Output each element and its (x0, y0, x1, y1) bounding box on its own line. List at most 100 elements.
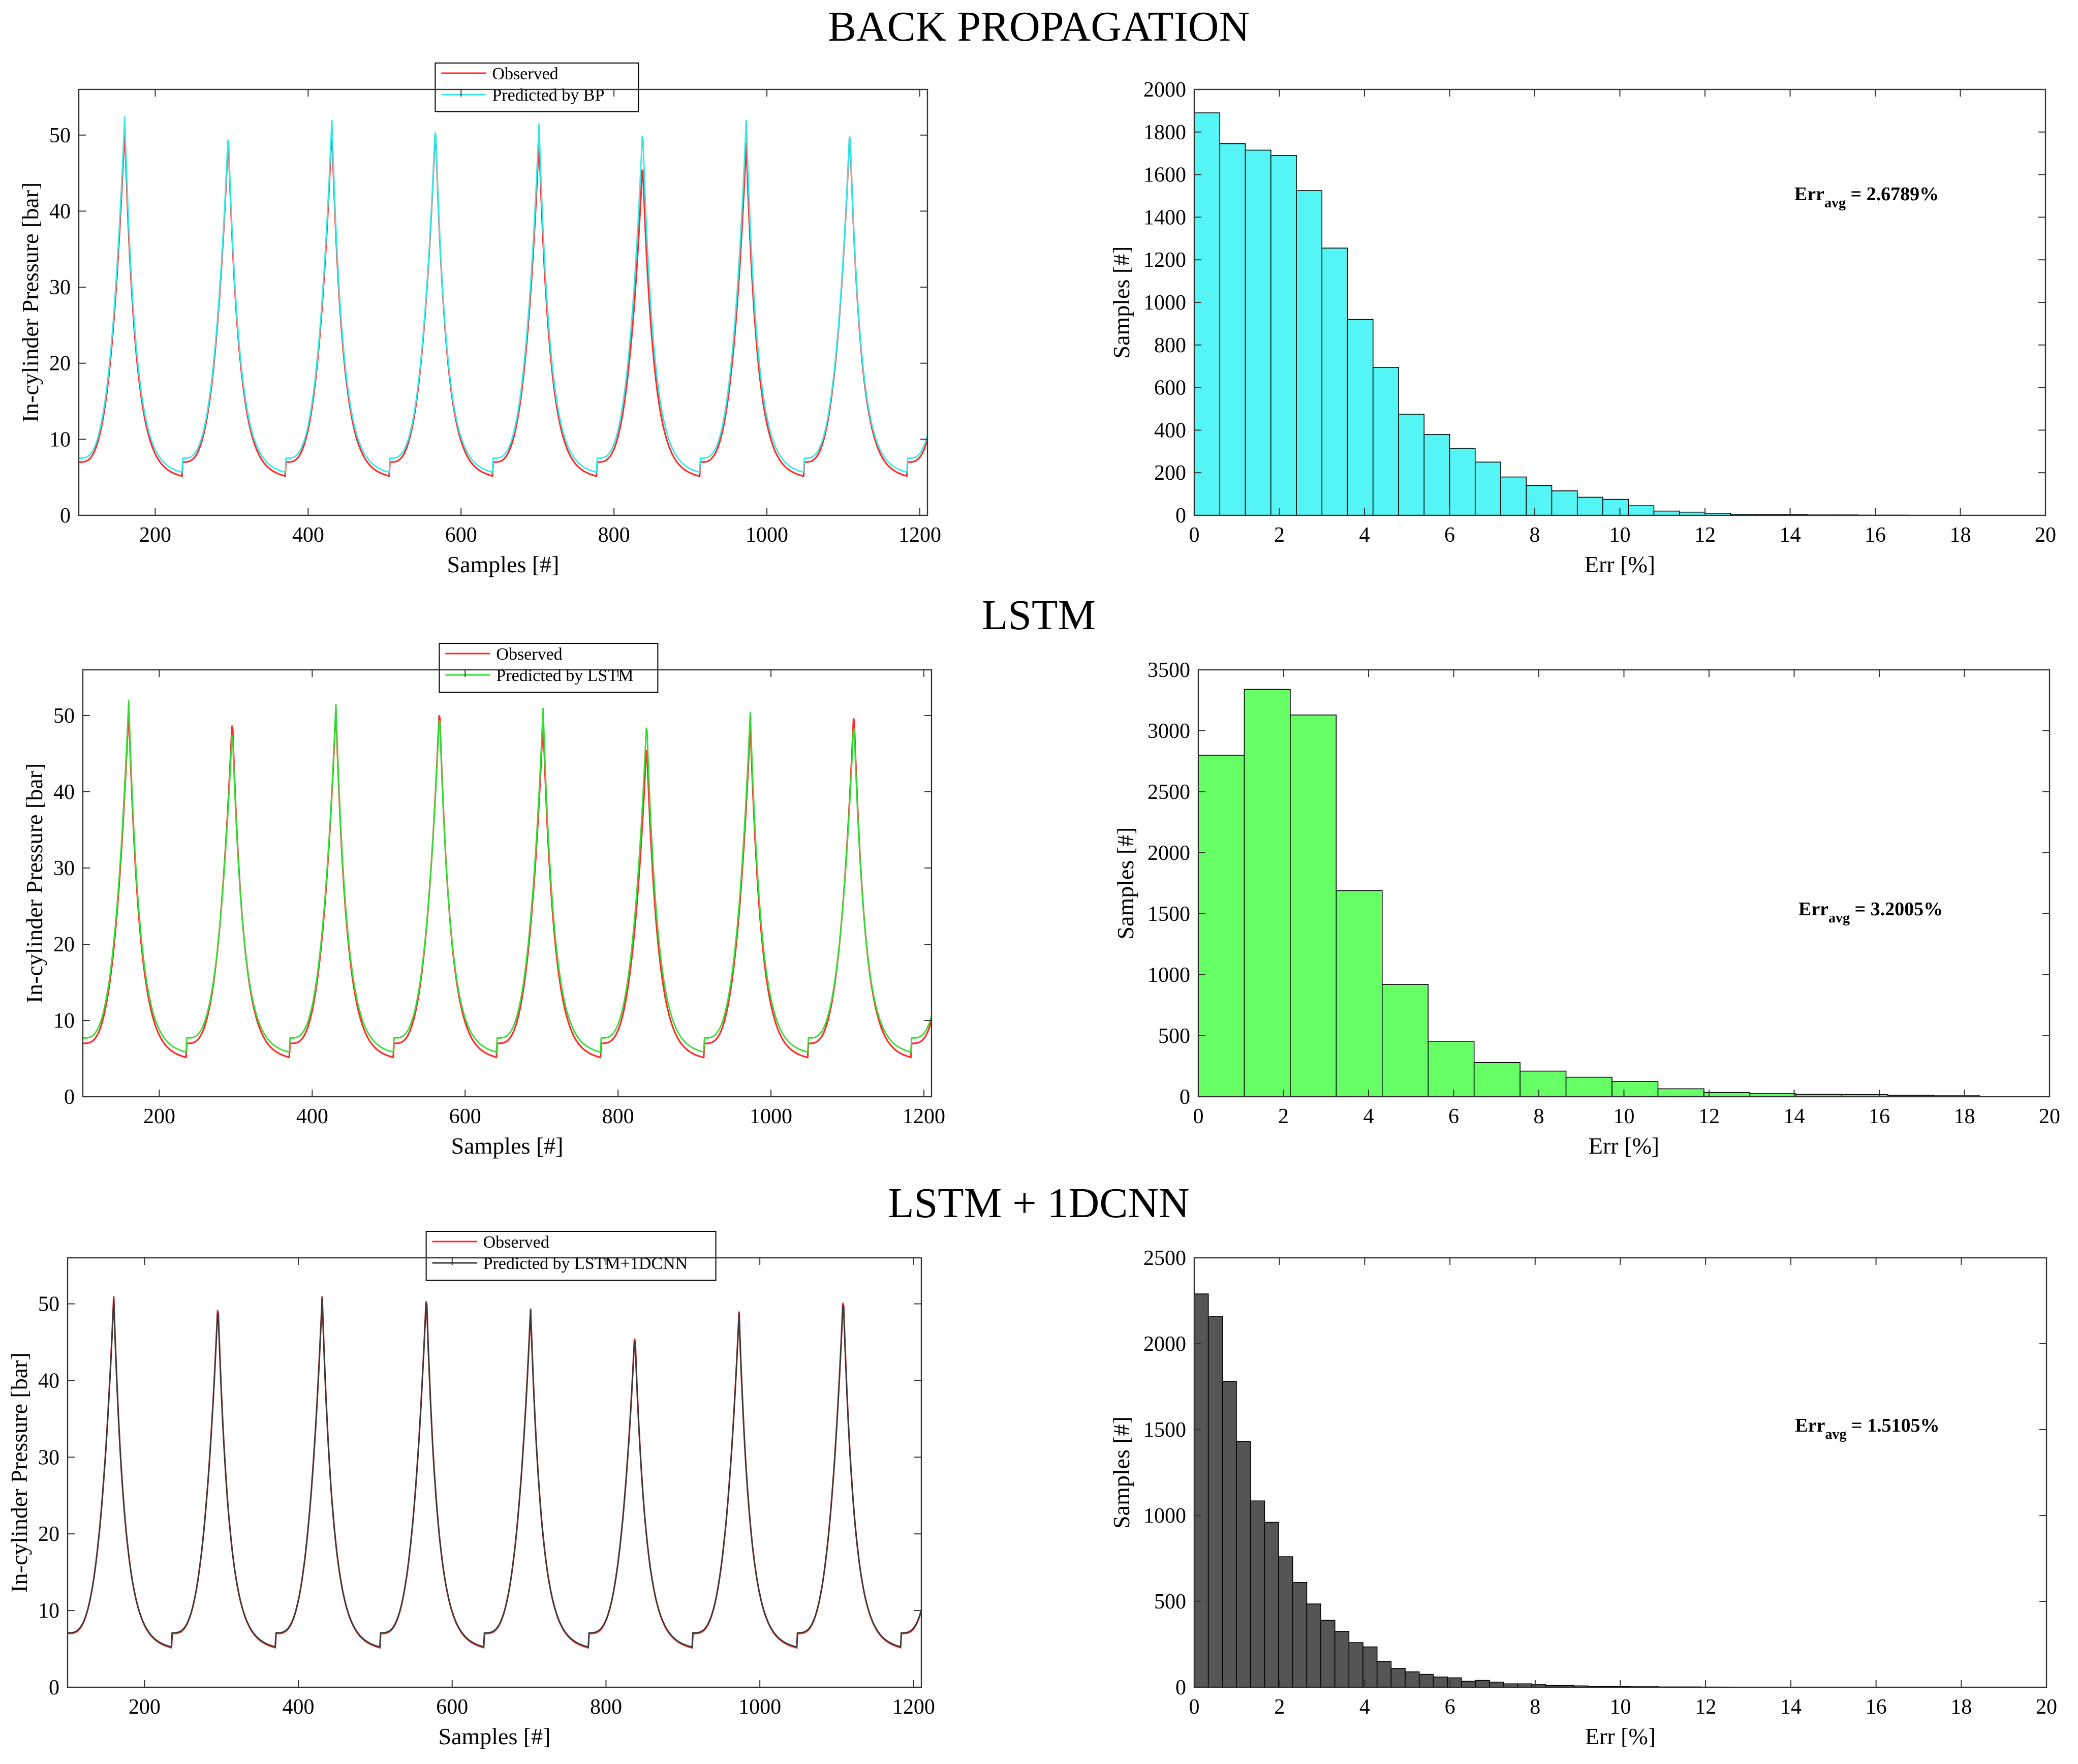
y-tick-label: 1800 (1143, 121, 1186, 144)
x-tick-label: 20 (2036, 1695, 2057, 1719)
x-tick-label: 4 (1363, 1105, 1374, 1128)
y-tick-label: 1500 (1147, 903, 1190, 926)
y-axis-label: Samples [#] (1108, 1416, 1134, 1529)
legend-label: Predicted by LSTM (496, 666, 633, 685)
histogram-bar (1222, 1381, 1237, 1688)
legend: Observed Predicted by LSTM (439, 643, 659, 693)
histogram-bar (1461, 1681, 1476, 1688)
y-tick-label: 40 (49, 200, 71, 223)
histogram-bar (1278, 1556, 1293, 1688)
histogram-bar (1264, 1522, 1279, 1688)
x-axis-label: Err [%] (1585, 1723, 1656, 1749)
legend-label: Observed (496, 645, 562, 664)
y-tick-label: 0 (1175, 1676, 1186, 1699)
y-tick-label: 500 (1158, 1025, 1190, 1048)
x-axis-label: Err [%] (1585, 551, 1655, 577)
histogram-bar (1334, 1631, 1350, 1688)
x-tick-label: 10 (1610, 1695, 1631, 1719)
y-tick-label: 30 (49, 276, 71, 299)
x-tick-label: 4 (1359, 1695, 1370, 1719)
y-tick-label: 2000 (1143, 78, 1186, 102)
y-tick-label: 1400 (1143, 206, 1186, 229)
x-tick-label: 10 (1614, 1105, 1635, 1128)
x-tick-label: 8 (1530, 1695, 1540, 1719)
x-tick-label: 18 (1950, 523, 1971, 547)
histogram-bar (1372, 366, 1399, 516)
y-tick-label: 0 (1175, 504, 1186, 528)
x-tick-label: 16 (1869, 1105, 1890, 1128)
histogram-bar (1473, 1062, 1521, 1097)
histogram-bar (1382, 984, 1429, 1097)
y-tick-label: 50 (38, 1293, 59, 1316)
x-tick-label: 600 (445, 523, 477, 547)
histogram-bar (1475, 1680, 1490, 1688)
histogram-bar (1418, 1674, 1434, 1688)
y-axis-label: In-cylinder Pressure [bar] (21, 763, 47, 1004)
x-tick-label: 6 (1448, 1105, 1459, 1128)
x-tick-label: 18 (1950, 1695, 1972, 1719)
series-line-predicted (79, 116, 928, 474)
x-tick-label: 1200 (898, 523, 941, 547)
x-tick-label: 14 (1780, 523, 1801, 547)
histogram-bar (1207, 1316, 1223, 1688)
x-tick-label: 0 (1193, 1105, 1204, 1128)
histogram-bar (1270, 155, 1297, 516)
y-tick-label: 1000 (1143, 1504, 1186, 1528)
legend: Observed Predicted by LSTM+1DCNN (425, 1231, 717, 1281)
x-tick-label: 600 (436, 1695, 468, 1719)
y-tick-label: 20 (49, 352, 71, 376)
histogram-bar (1602, 499, 1629, 516)
y-tick-label: 1600 (1143, 164, 1186, 187)
x-tick-label: 2 (1278, 1105, 1289, 1128)
x-tick-label: 18 (1954, 1105, 1975, 1128)
y-axis-label: Samples [#] (1108, 246, 1134, 358)
chart-5: Erravg = 1.5105% 0 2 4 6 8 10 12 14 16 18 20 0 500 100… (1108, 1247, 2057, 1749)
histogram-bar (1376, 1661, 1392, 1688)
x-tick-label: 400 (283, 1695, 315, 1719)
y-tick-label: 3500 (1147, 659, 1190, 682)
histogram-bar (1348, 1642, 1363, 1688)
x-tick-label: 200 (143, 1105, 175, 1128)
x-axis-label: Samples [#] (451, 1133, 563, 1159)
x-tick-label: 12 (1695, 1695, 1716, 1719)
x-tick-label: 1200 (903, 1105, 945, 1128)
x-tick-label: 6 (1444, 523, 1455, 547)
y-tick-label: 1000 (1147, 964, 1190, 987)
y-tick-label: 3000 (1147, 720, 1190, 743)
y-tick-label: 1200 (1143, 249, 1186, 272)
histogram-bar (1474, 461, 1501, 516)
histogram-bar (1551, 490, 1578, 516)
section-title-lstm: LSTM (982, 592, 1096, 639)
x-tick-label: 800 (598, 523, 630, 547)
y-tick-label: 30 (38, 1446, 59, 1469)
histogram-bar (1321, 247, 1348, 516)
x-tick-label: 2 (1274, 1695, 1285, 1719)
x-tick-label: 16 (1866, 1695, 1887, 1719)
y-tick-label: 400 (1154, 419, 1186, 442)
y-tick-label: 2500 (1143, 1247, 1186, 1270)
y-tick-label: 40 (38, 1369, 59, 1392)
histogram-bar (1244, 689, 1291, 1097)
section-title-lstm-cnn: LSTM + 1DCNN (888, 1180, 1189, 1227)
histogram-bar (1198, 755, 1245, 1097)
legend-box (425, 1231, 717, 1281)
y-tick-label: 2500 (1147, 781, 1190, 804)
legend: Observed Predicted by BP (435, 63, 639, 112)
x-tick-label: 8 (1534, 1105, 1544, 1128)
histogram-bar (1390, 1668, 1406, 1688)
y-tick-label: 30 (53, 857, 75, 880)
histogram-bar (1703, 1092, 1751, 1097)
y-tick-label: 500 (1154, 1590, 1186, 1614)
x-tick-label: 14 (1784, 1105, 1805, 1128)
histogram-bar (1428, 1041, 1475, 1097)
histogram-bar (1423, 434, 1450, 516)
histogram-bar (1449, 448, 1476, 516)
histogram-bar (1292, 1582, 1308, 1688)
chart-1: Erravg = 2.6789%0 2 4 6 8 10 12 14 16 18 200200400… (1108, 78, 2056, 577)
err-avg-annotation: Erravg = 3.2005% (1798, 899, 1943, 926)
legend-label: Predicted by LSTM+1DCNN (483, 1254, 688, 1273)
